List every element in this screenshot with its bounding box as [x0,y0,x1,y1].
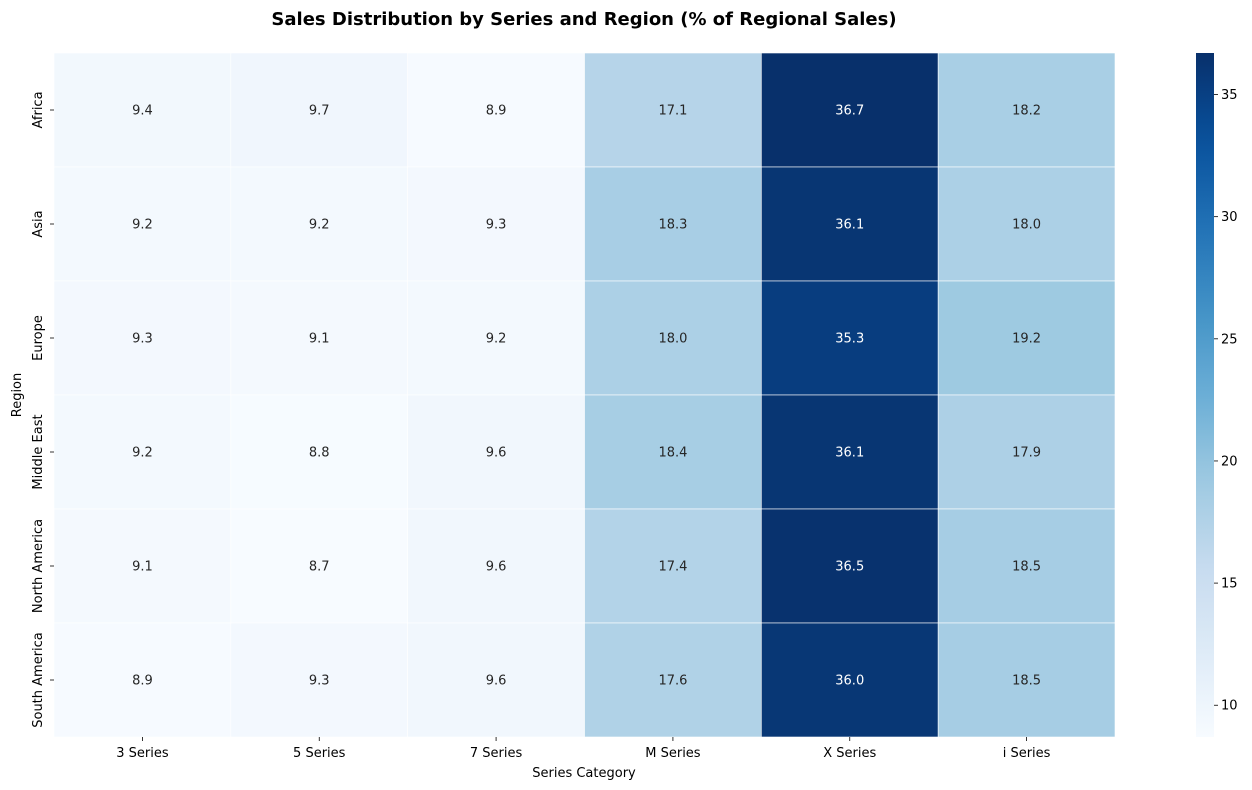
x-axis-label: Series Category [532,766,636,781]
x-tick-label: 3 Series [116,746,169,761]
heatmap-cell [407,52,585,168]
heatmap-cell [937,280,1116,396]
heatmap-cell [230,394,408,510]
heatmap-cell [53,622,232,738]
cell-value-label: 17.4 [658,560,687,575]
cell-value-label: 9.3 [486,218,507,233]
y-tick-label: North America [31,519,46,613]
x-tick-label: i Series [1003,746,1051,761]
cell-value-label: 8.8 [309,446,330,461]
heatmap-cell [761,52,939,168]
heatmap-cell [761,280,939,396]
heatmap-cell [761,508,939,624]
heatmap-cell [937,394,1116,510]
colorbar-tick-label: 30 [1221,210,1238,225]
colorbar-tick-label: 35 [1221,88,1238,103]
cell-value-label: 36.1 [835,446,864,461]
heatmap-cells: 9.4 9.7 8.9 17.1 36.7 18.2 9.2 9.2 9.3 18.3 36.1 18… [53,52,1116,738]
cell-value-label: 9.2 [132,446,153,461]
cell-value-label: 8.7 [309,560,330,575]
cell-value-label: 36.5 [835,560,864,575]
heatmap-cell [53,394,232,510]
x-axis-ticks: 3 Series 5 Series 7 Series M Series X Series… [116,737,1051,761]
heatmap-cell [584,394,762,510]
cell-value-label: 36.7 [835,104,864,119]
cell-value-label: 9.6 [486,560,507,575]
heatmap-cell [407,394,585,510]
x-tick-label: X Series [823,746,876,761]
heatmap-cell [584,52,762,168]
heatmap-cell [230,166,408,282]
cell-value-label: 18.2 [1012,104,1041,119]
cell-value-label: 18.3 [658,218,687,233]
cell-value-label: 9.2 [309,218,330,233]
heatmap-cell [230,52,408,168]
y-axis-label: Region [10,373,25,418]
cell-value-label: 36.1 [835,218,864,233]
cell-value-label: 18.0 [658,332,687,347]
cell-value-label: 8.9 [486,104,507,119]
colorbar-tick-label: 10 [1221,699,1238,714]
heatmap-cell [230,508,408,624]
cell-value-label: 9.1 [132,560,153,575]
heatmap-cell [230,280,408,396]
heatmap-cell [937,622,1116,738]
cell-value-label: 36.0 [835,674,864,689]
y-tick-label: Middle East [31,414,46,489]
y-tick-label: Africa [31,91,46,128]
colorbar-tick-label: 20 [1221,454,1238,469]
cell-value-label: 9.3 [132,332,153,347]
heatmap-cell [584,622,762,738]
x-tick-label: 7 Series [470,746,523,761]
heatmap-cell [584,508,762,624]
x-tick-label: 5 Series [293,746,346,761]
colorbar-tick-label: 25 [1221,332,1238,347]
heatmap-cell [937,508,1116,624]
heatmap-cell [407,508,585,624]
heatmap-cell [53,508,232,624]
heatmap-cell [937,166,1116,282]
cell-value-label: 9.1 [309,332,330,347]
colorbar-tick-label: 15 [1221,577,1238,592]
chart-title: Sales Distribution by Series and Region … [271,9,896,30]
heatmap-cell [937,52,1116,168]
cell-value-label: 18.4 [658,446,687,461]
heatmap-cell [53,166,232,282]
cell-value-label: 18.0 [1012,218,1041,233]
heatmap-cell [761,394,939,510]
cell-value-label: 9.6 [486,674,507,689]
cell-value-label: 9.2 [132,218,153,233]
cell-value-label: 9.7 [309,104,330,119]
heatmap-cell [584,166,762,282]
y-axis-ticks: Africa Asia Europe Middle East North America… [31,91,54,728]
heatmap-cell [53,280,232,396]
colorbar-gradient [1196,53,1214,737]
heatmap-cell [407,280,585,396]
cell-value-label: 17.9 [1012,446,1041,461]
cell-value-label: 8.9 [132,674,153,689]
cell-value-label: 18.5 [1012,674,1041,689]
cell-value-label: 19.2 [1012,332,1041,347]
cell-value-label: 17.1 [658,104,687,119]
cell-value-label: 9.2 [486,332,507,347]
cell-value-label: 9.4 [132,104,153,119]
cell-value-label: 9.6 [486,446,507,461]
heatmap-cell [53,52,232,168]
colorbar: 10 15 20 25 30 35 [1196,53,1238,737]
cell-value-label: 9.3 [309,674,330,689]
heatmap-cell [584,280,762,396]
cell-value-label: 35.3 [835,332,864,347]
heatmap-cell [761,622,939,738]
y-tick-label: Europe [31,315,46,361]
y-tick-label: Asia [31,210,46,237]
y-tick-label: South America [31,632,46,728]
cell-value-label: 17.6 [658,674,687,689]
x-tick-label: M Series [645,746,701,761]
cell-value-label: 18.5 [1012,560,1041,575]
